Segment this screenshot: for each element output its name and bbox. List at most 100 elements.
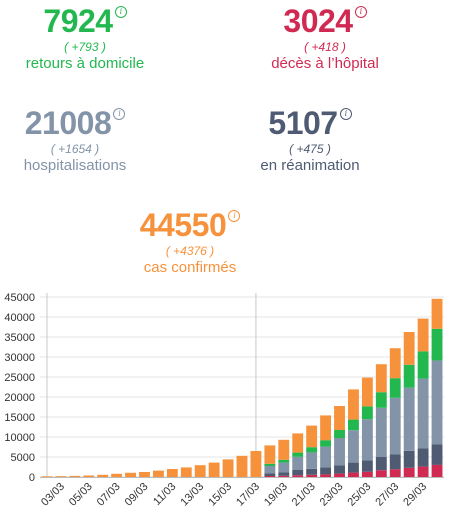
bar-segment	[403, 364, 415, 388]
y-tick-label: 0	[29, 472, 35, 484]
bar-segment	[389, 454, 401, 470]
info-icon[interactable]: i	[354, 6, 367, 18]
bar-segment	[222, 459, 234, 477]
bar-segment	[278, 439, 290, 460]
bar-segment	[320, 474, 332, 477]
cases-value: 44550 i	[115, 208, 265, 242]
info-icon[interactable]: i	[228, 210, 241, 222]
icu-value: 5107 i	[225, 106, 395, 140]
icu-stat: 5107 i ( +475 ) en réanimation	[225, 106, 395, 175]
bar-segment	[111, 473, 123, 477]
bar-segment	[306, 447, 318, 453]
bar-segment	[125, 472, 136, 477]
bar-segment	[389, 348, 401, 379]
bar-segment	[431, 444, 443, 465]
bar-segment	[334, 430, 345, 438]
bar-segment	[431, 464, 443, 477]
bar-segment	[264, 476, 276, 477]
bar-segment	[292, 456, 304, 470]
x-tick-label: 19/03	[262, 481, 290, 509]
bar-segment	[375, 470, 387, 477]
bar-segment	[389, 397, 401, 455]
bar-segment	[417, 318, 429, 352]
x-tick-label: 11/03	[151, 481, 178, 508]
bar-segment	[320, 440, 332, 447]
bar-segment	[306, 452, 318, 469]
bar-segment	[375, 392, 387, 408]
info-icon[interactable]: i	[114, 6, 127, 18]
bar-segment	[417, 448, 429, 467]
cases-label: cas confirmés	[143, 259, 237, 276]
bar-segment	[417, 466, 429, 477]
bar-segment	[348, 472, 359, 477]
bar-segment	[320, 415, 332, 441]
icu-delta: ( +475 )	[289, 142, 331, 156]
bar-segment	[264, 463, 276, 466]
bar-segment	[431, 298, 443, 329]
bar-segment	[403, 467, 415, 477]
bar-segment	[389, 378, 401, 398]
bar-segment	[361, 460, 373, 472]
deaths-stat: 3024 i ( +418 ) décès à l’hôpital	[225, 4, 425, 73]
returns-value: 7924 i	[0, 4, 170, 38]
bar-segment	[292, 433, 304, 453]
bar-segment	[250, 451, 262, 477]
returns-delta: ( +793 )	[64, 40, 106, 54]
bar-segment	[55, 476, 67, 477]
bar-segment	[431, 360, 443, 445]
bar-segment	[348, 389, 359, 420]
bar-segment	[375, 407, 387, 457]
bar-segment	[208, 462, 220, 477]
hospital-stat: 21008 i ( +1654 ) hospitalisations	[0, 106, 150, 175]
bar-segment	[348, 430, 359, 463]
bar-segment	[320, 467, 332, 475]
bar-segment	[375, 457, 387, 471]
x-tick-label: 03/03	[39, 481, 67, 509]
y-tick-label: 15000	[4, 412, 35, 424]
bar-segment	[306, 468, 318, 475]
bar-segment	[264, 466, 276, 474]
deaths-delta: ( +418 )	[304, 40, 346, 54]
bar-segment	[334, 406, 345, 430]
bar-segment	[348, 462, 359, 473]
bar-segment	[180, 467, 192, 477]
info-icon[interactable]: i	[113, 108, 126, 120]
hospital-label: hospitalisations	[23, 157, 127, 174]
bar-segment	[431, 328, 443, 361]
bar-segment	[292, 475, 304, 477]
x-tick-label: 29/03	[401, 481, 429, 509]
bar-segment	[334, 465, 345, 474]
bar-segment	[166, 469, 178, 477]
bar-segment	[292, 470, 304, 476]
bar-segment	[417, 378, 429, 449]
y-tick-label: 30000	[4, 352, 35, 364]
x-tick-label: 25/03	[346, 481, 374, 509]
bar-segment	[403, 332, 415, 365]
bar-segment	[361, 419, 373, 461]
x-tick-label: 09/03	[123, 481, 151, 509]
y-tick-label: 25000	[4, 372, 35, 384]
deaths-value: 3024 i	[225, 4, 425, 38]
icu-label: en réanimation	[260, 157, 360, 174]
x-tick-label: 15/03	[206, 481, 234, 509]
x-tick-label: 17/03	[234, 481, 262, 509]
x-tick-label: 05/03	[67, 481, 95, 509]
bar-segment	[139, 472, 150, 477]
y-tick-label: 20000	[4, 392, 35, 404]
bar-segment	[361, 406, 373, 420]
bar-segment	[278, 459, 290, 463]
y-tick-label: 5000	[11, 452, 35, 464]
bar-segment	[69, 475, 81, 477]
bar-segment	[278, 462, 290, 473]
x-tick-label: 21/03	[290, 481, 318, 509]
info-icon[interactable]: i	[339, 108, 352, 120]
deaths-label: décès à l’hôpital	[271, 55, 379, 72]
y-tick-label: 10000	[4, 432, 35, 444]
cases-delta: ( +4376 )	[165, 244, 215, 258]
bar-segment	[292, 452, 304, 457]
bar-segment	[306, 474, 318, 477]
y-tick-label: 35000	[4, 332, 35, 344]
bar-segment	[236, 455, 248, 477]
x-tick-label: 27/03	[373, 481, 401, 509]
bar-segment	[334, 438, 345, 466]
